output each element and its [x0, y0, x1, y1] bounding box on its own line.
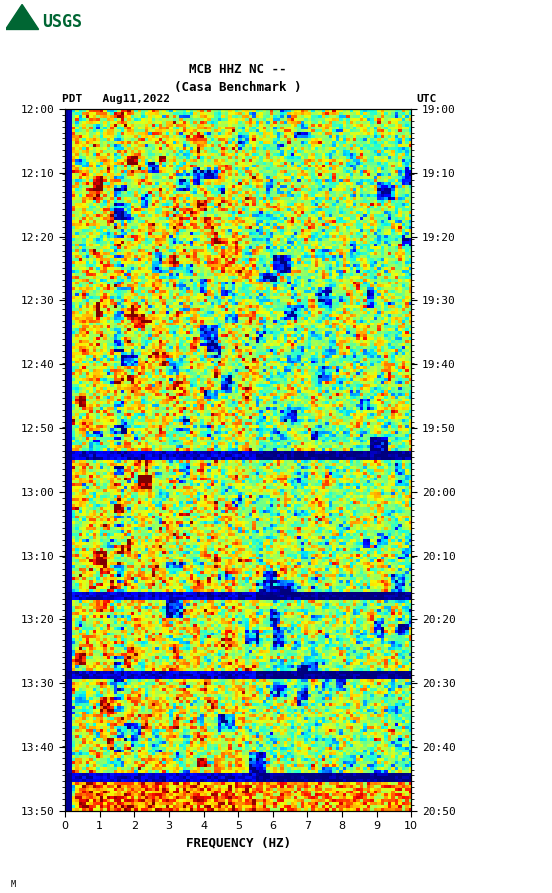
Text: USGS: USGS: [42, 13, 82, 31]
Polygon shape: [6, 4, 39, 29]
Text: MCB HHZ NC --: MCB HHZ NC --: [189, 63, 287, 76]
Text: (Casa Benchmark ): (Casa Benchmark ): [174, 80, 302, 94]
Text: M: M: [11, 880, 16, 889]
X-axis label: FREQUENCY (HZ): FREQUENCY (HZ): [185, 837, 291, 850]
Text: UTC: UTC: [417, 95, 437, 104]
Text: PDT   Aug11,2022: PDT Aug11,2022: [62, 95, 171, 104]
